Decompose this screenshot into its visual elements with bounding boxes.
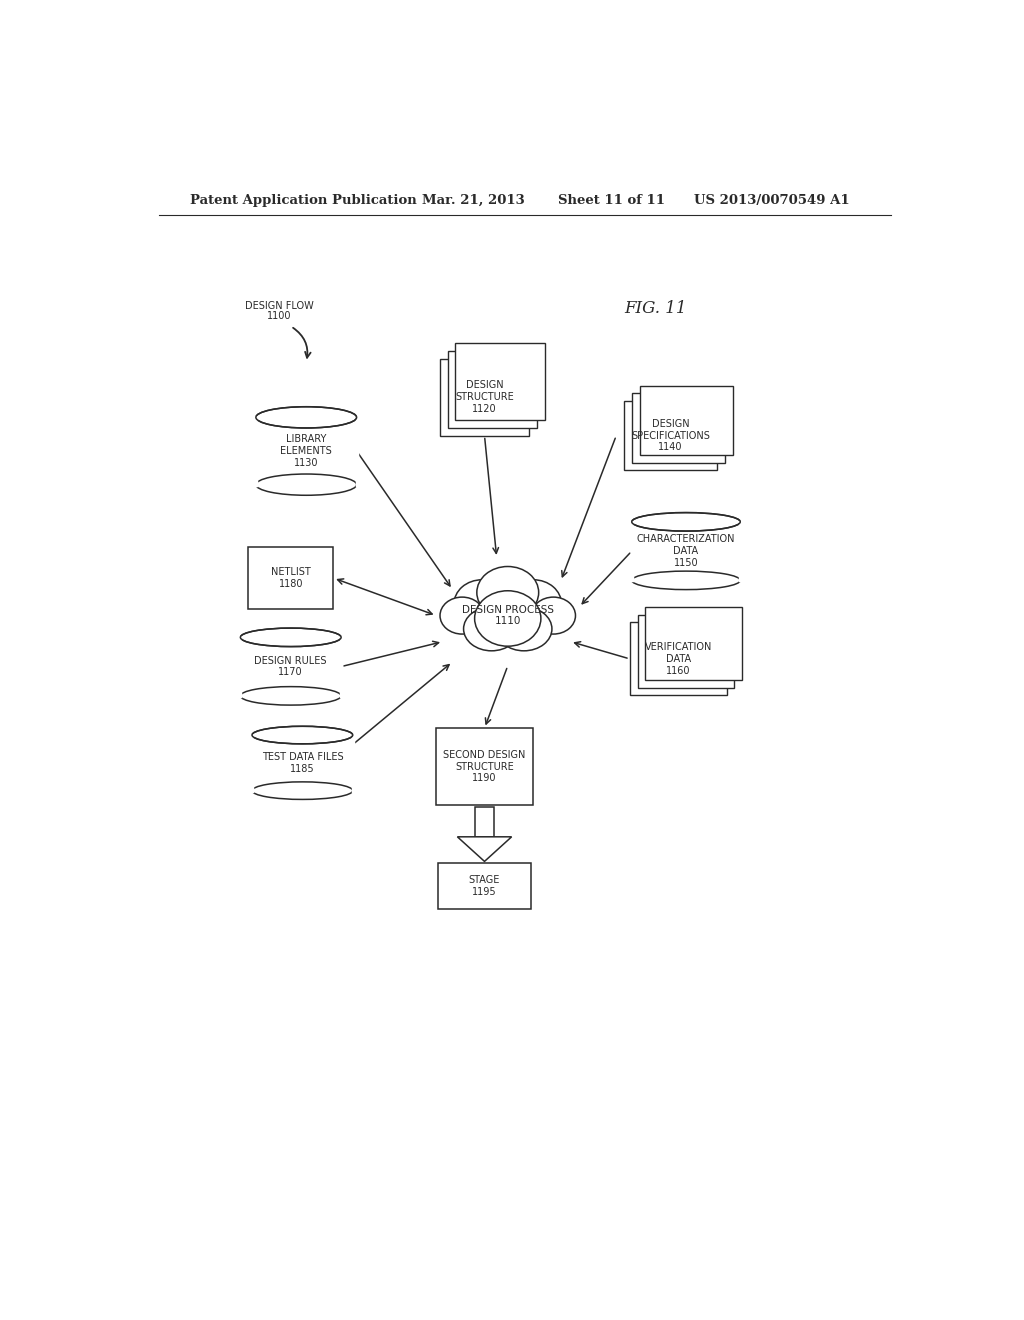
Ellipse shape: [506, 579, 561, 628]
Ellipse shape: [256, 407, 356, 428]
Ellipse shape: [241, 686, 341, 705]
Bar: [438, 863, 531, 909]
Text: DESIGN
SPECIFICATIONS
1140: DESIGN SPECIFICATIONS 1140: [631, 418, 710, 453]
Ellipse shape: [256, 474, 356, 495]
Bar: [624, 401, 717, 470]
Ellipse shape: [632, 572, 740, 590]
Text: FIG. 11: FIG. 11: [624, 300, 686, 317]
Text: VERIFICATION
DATA
1160: VERIFICATION DATA 1160: [644, 643, 712, 676]
Text: US 2013/0070549 A1: US 2013/0070549 A1: [693, 194, 849, 207]
Text: CHARACTERIZATION
DATA
1150: CHARACTERIZATION DATA 1150: [637, 535, 735, 568]
Ellipse shape: [252, 781, 352, 800]
Bar: [241, 638, 341, 696]
Text: DESIGN FLOW: DESIGN FLOW: [245, 301, 313, 312]
Bar: [638, 615, 734, 688]
Bar: [640, 385, 732, 455]
Ellipse shape: [474, 591, 541, 647]
Ellipse shape: [464, 607, 519, 651]
Text: SECOND DESIGN
STRUCTURE
1190: SECOND DESIGN STRUCTURE 1190: [443, 750, 525, 783]
Bar: [440, 359, 529, 436]
Ellipse shape: [252, 726, 352, 744]
Bar: [456, 343, 545, 420]
Text: 1100: 1100: [267, 312, 292, 321]
Bar: [252, 735, 352, 791]
Bar: [632, 393, 725, 462]
Bar: [447, 351, 537, 428]
Text: LIBRARY
ELEMENTS
1130: LIBRARY ELEMENTS 1130: [281, 434, 332, 467]
Polygon shape: [458, 837, 512, 862]
Ellipse shape: [477, 566, 539, 619]
Text: Sheet 11 of 11: Sheet 11 of 11: [558, 194, 666, 207]
Bar: [632, 521, 740, 581]
Ellipse shape: [454, 579, 510, 628]
Bar: [645, 607, 742, 680]
Bar: [248, 548, 334, 609]
Ellipse shape: [632, 512, 740, 531]
Bar: [475, 807, 494, 837]
Ellipse shape: [496, 607, 552, 651]
Text: Patent Application Publication: Patent Application Publication: [190, 194, 417, 207]
Ellipse shape: [241, 628, 341, 647]
Text: STAGE
1195: STAGE 1195: [469, 875, 500, 896]
Text: NETLIST
1180: NETLIST 1180: [271, 568, 310, 589]
Bar: [436, 729, 532, 805]
Bar: [256, 417, 356, 484]
Bar: [630, 622, 727, 696]
Text: TEST DATA FILES
1185: TEST DATA FILES 1185: [261, 752, 343, 774]
Ellipse shape: [440, 597, 484, 634]
Ellipse shape: [531, 597, 575, 634]
Text: DESIGN RULES
1170: DESIGN RULES 1170: [255, 656, 327, 677]
Text: DESIGN
STRUCTURE
1120: DESIGN STRUCTURE 1120: [455, 380, 514, 413]
Text: Mar. 21, 2013: Mar. 21, 2013: [423, 194, 525, 207]
Text: DESIGN PROCESS
1110: DESIGN PROCESS 1110: [462, 605, 554, 627]
